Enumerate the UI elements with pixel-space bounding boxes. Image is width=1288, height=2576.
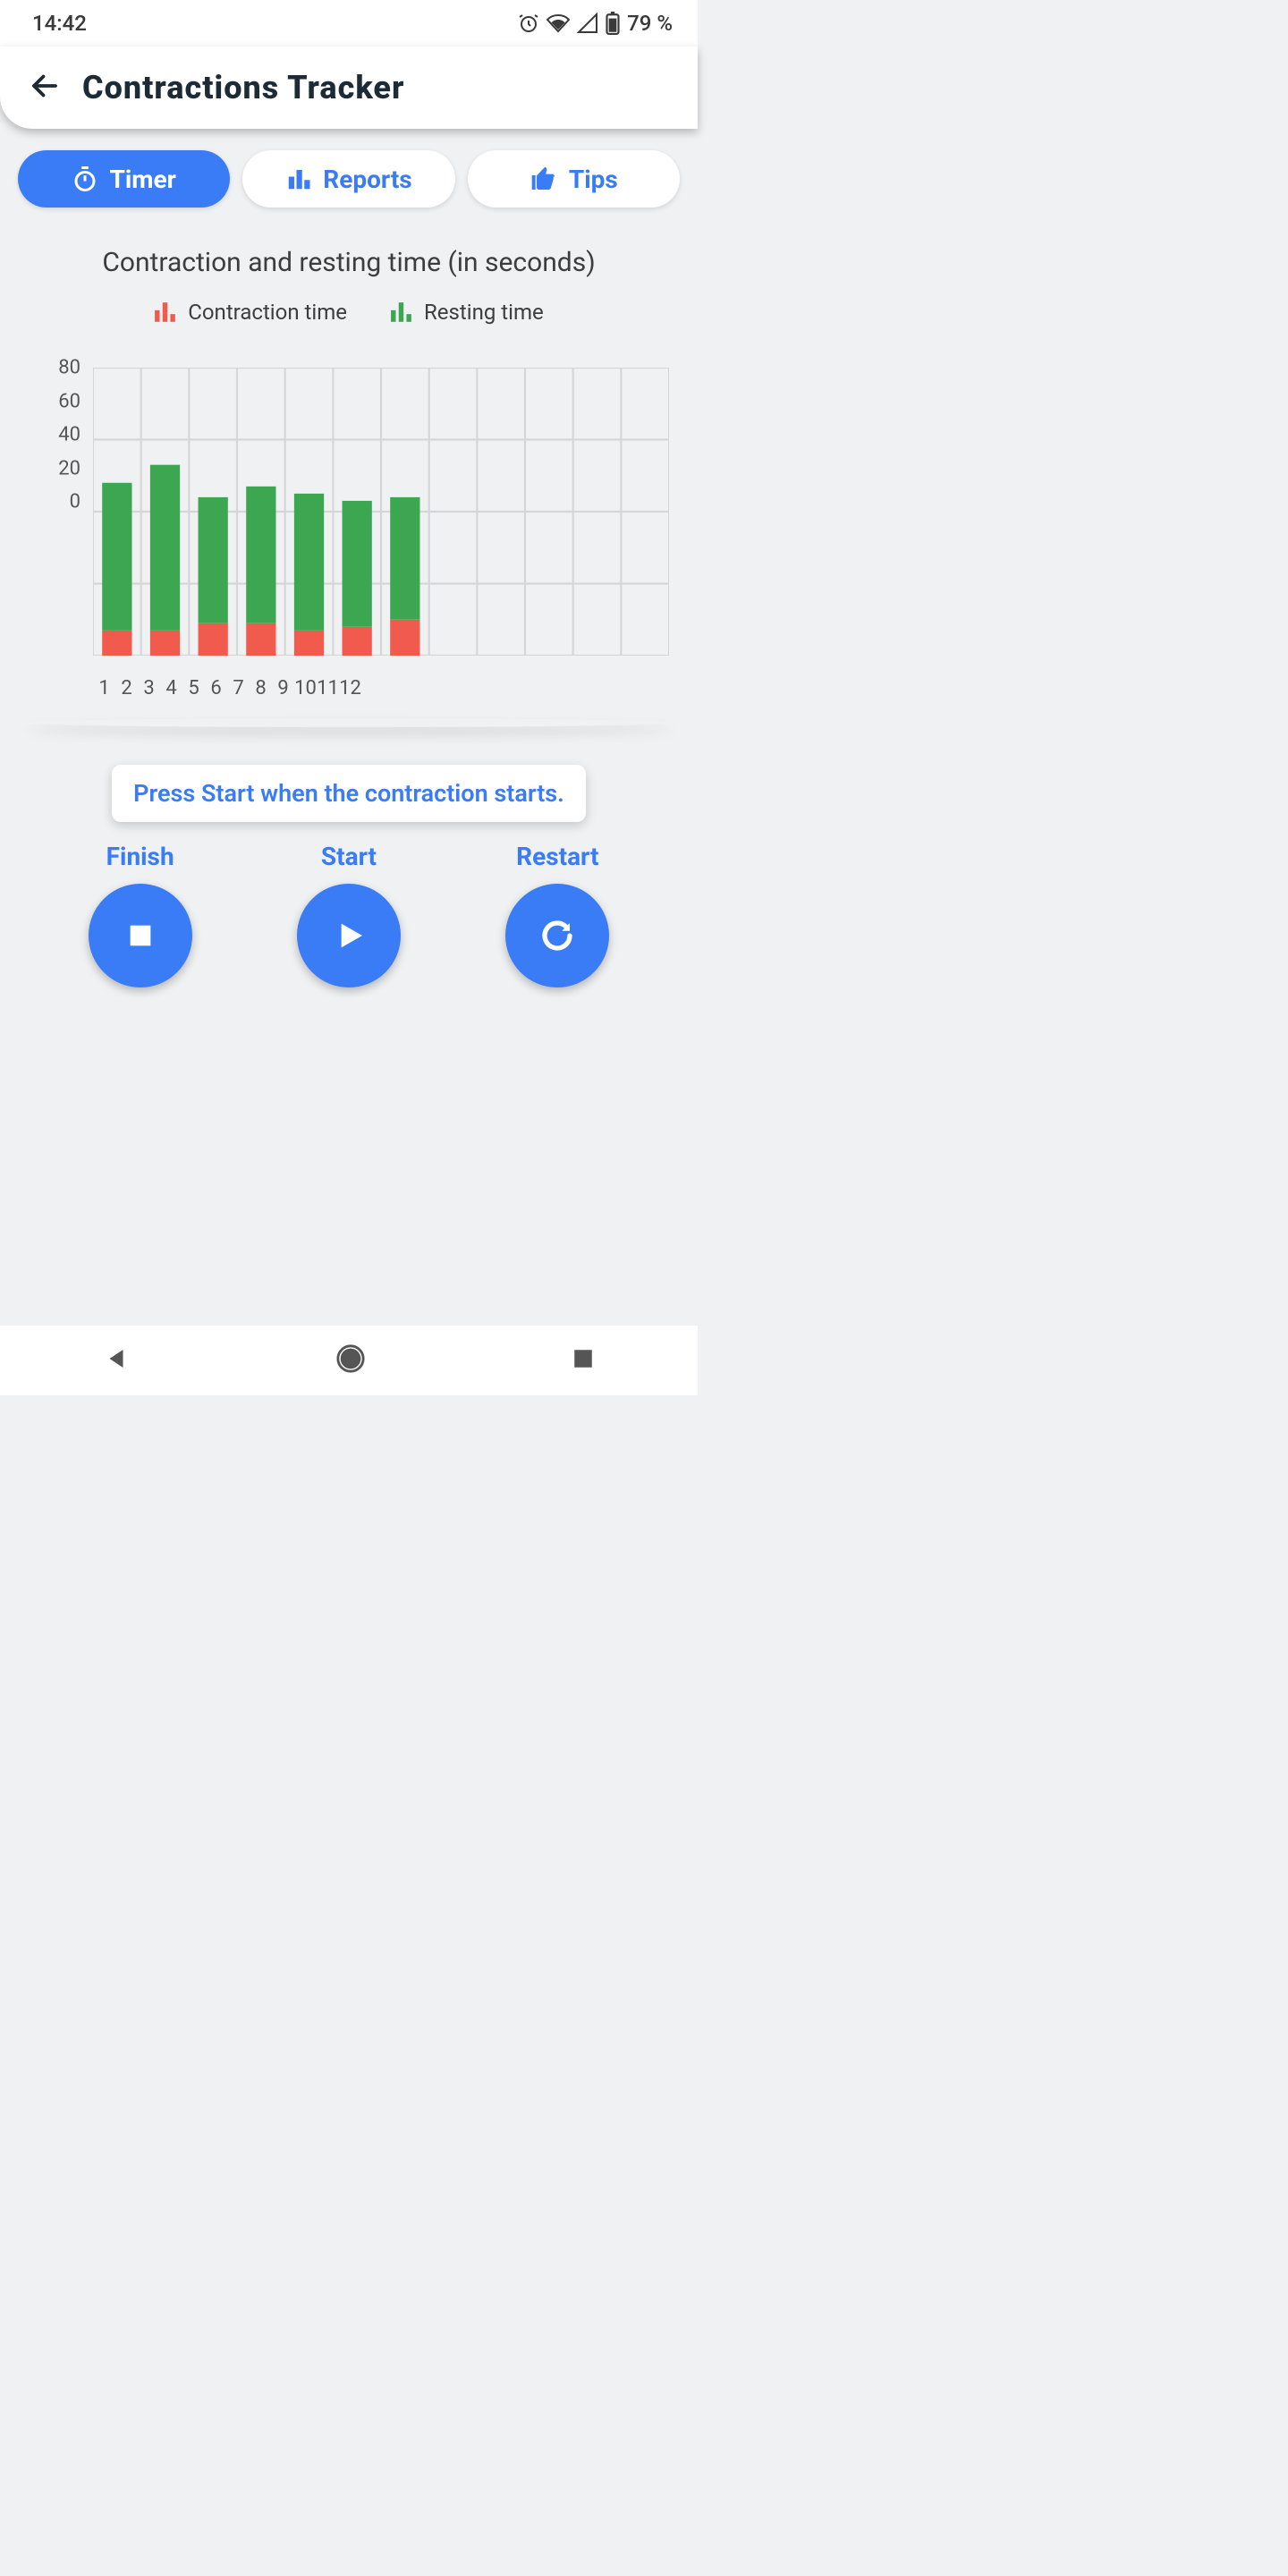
refresh-icon — [538, 917, 576, 954]
thumb-up-icon — [530, 165, 558, 193]
circle-icon — [335, 1343, 366, 1374]
stop-icon — [125, 920, 156, 951]
status-time: 14:42 — [32, 11, 87, 36]
start-button[interactable] — [297, 884, 401, 987]
restart-label: Restart — [505, 842, 609, 871]
chart-title: Contraction and resting time (in seconds… — [25, 247, 673, 278]
tab-reports[interactable]: Reports — [242, 150, 454, 208]
alarm-icon — [518, 13, 539, 34]
legend-contraction-label: Contraction time — [188, 300, 347, 325]
action-finish: Finish — [89, 842, 192, 987]
status-bar: 14:42 79 % — [0, 0, 698, 47]
square-icon — [572, 1347, 595, 1370]
play-icon — [331, 918, 367, 953]
action-start: Start — [297, 842, 401, 987]
triangle-left-icon — [103, 1345, 130, 1372]
chart-section: Contraction and resting time (in seconds… — [0, 208, 698, 708]
legend-resting-label: Resting time — [424, 300, 544, 325]
back-button[interactable] — [29, 70, 61, 106]
bars-icon — [154, 302, 177, 322]
tab-reports-label: Reports — [323, 165, 411, 194]
chart-x-axis: 123456789101112 — [93, 672, 669, 708]
restart-button[interactable] — [505, 884, 609, 987]
signal-icon — [577, 13, 598, 34]
actions: Finish Start Restart — [0, 842, 698, 987]
start-label: Start — [297, 842, 401, 871]
legend-resting: Resting time — [390, 300, 544, 325]
app-bar: Contractions Tracker — [0, 47, 698, 129]
chart-plot — [93, 368, 669, 656]
stopwatch-icon — [72, 165, 98, 192]
system-nav-bar — [0, 1326, 698, 1395]
chart-icon — [285, 165, 312, 192]
finish-button[interactable] — [89, 884, 192, 987]
chart-y-axis: 020406080 — [25, 368, 88, 668]
chart-shadow — [25, 718, 673, 727]
action-restart: Restart — [505, 842, 609, 987]
arrow-left-icon — [29, 70, 61, 102]
tab-tips[interactable]: Tips — [468, 150, 680, 208]
tab-tips-label: Tips — [569, 165, 618, 194]
chart-legend: Contraction time Resting time — [25, 300, 673, 325]
nav-back-button[interactable] — [103, 1345, 130, 1376]
page-title: Contractions Tracker — [82, 69, 404, 106]
chart: 020406080 123456789101112 — [25, 368, 673, 708]
tab-timer-label: Timer — [109, 165, 175, 194]
bars-icon — [390, 302, 413, 322]
wifi-icon — [547, 13, 570, 34]
nav-home-button[interactable] — [335, 1343, 366, 1377]
hint-banner: Press Start when the contraction starts. — [112, 765, 586, 822]
status-indicators: 79 % — [518, 11, 673, 36]
tabs: Timer Reports Tips — [0, 129, 698, 208]
tab-timer[interactable]: Timer — [18, 150, 230, 208]
finish-label: Finish — [89, 842, 192, 871]
nav-recent-button[interactable] — [572, 1347, 595, 1374]
status-battery: 79 % — [627, 11, 673, 36]
battery-icon — [606, 12, 620, 35]
legend-contraction: Contraction time — [154, 300, 347, 325]
